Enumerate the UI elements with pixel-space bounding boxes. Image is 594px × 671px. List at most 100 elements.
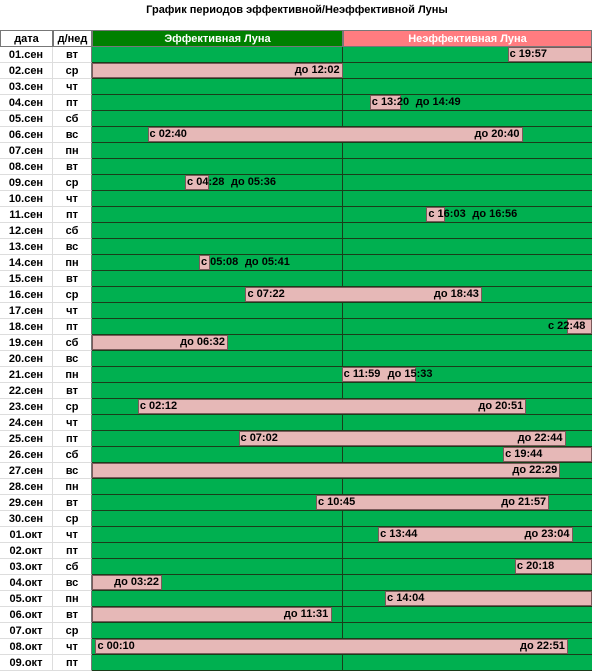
- weekday-cell[interactable]: вс: [53, 575, 92, 591]
- date-cell[interactable]: 06.сен: [0, 127, 53, 143]
- ineffective-period-bar[interactable]: [567, 319, 592, 334]
- weekday-cell[interactable]: пн: [53, 143, 92, 159]
- date-cell[interactable]: 15.сен: [0, 271, 53, 287]
- ineffective-period-bar[interactable]: [315, 495, 550, 510]
- date-cell[interactable]: 05.сен: [0, 111, 53, 127]
- date-cell[interactable]: 29.сен: [0, 495, 53, 511]
- weekday-cell[interactable]: пт: [53, 95, 92, 111]
- weekday-cell[interactable]: пт: [53, 655, 92, 671]
- date-cell[interactable]: 02.сен: [0, 63, 53, 79]
- weekday-cell[interactable]: чт: [53, 303, 92, 319]
- ineffective-period-bar[interactable]: [514, 559, 592, 574]
- date-cell[interactable]: 18.сен: [0, 319, 53, 335]
- date-cell[interactable]: 25.сен: [0, 431, 53, 447]
- weekday-cell[interactable]: пт: [53, 543, 92, 559]
- date-cell[interactable]: 09.окт: [0, 655, 53, 671]
- weekday-cell[interactable]: сб: [53, 335, 92, 351]
- ineffective-period-bar[interactable]: [341, 367, 416, 382]
- weekday-cell[interactable]: сб: [53, 447, 92, 463]
- date-cell[interactable]: 02.окт: [0, 543, 53, 559]
- date-cell[interactable]: 06.окт: [0, 607, 53, 623]
- weekday-cell[interactable]: ср: [53, 623, 92, 639]
- header-date[interactable]: дата: [0, 30, 53, 47]
- weekday-cell[interactable]: вс: [53, 239, 92, 255]
- date-cell[interactable]: 19.сен: [0, 335, 53, 351]
- weekday-cell[interactable]: пт: [53, 207, 92, 223]
- ineffective-period-bar[interactable]: [507, 47, 592, 62]
- date-cell[interactable]: 14.сен: [0, 255, 53, 271]
- date-cell[interactable]: 07.окт: [0, 623, 53, 639]
- weekday-cell[interactable]: ср: [53, 511, 92, 527]
- weekday-cell[interactable]: вт: [53, 47, 92, 63]
- date-cell[interactable]: 04.сен: [0, 95, 53, 111]
- date-cell[interactable]: 20.сен: [0, 351, 53, 367]
- date-cell[interactable]: 28.сен: [0, 479, 53, 495]
- weekday-cell[interactable]: пн: [53, 591, 92, 607]
- date-cell[interactable]: 07.сен: [0, 143, 53, 159]
- date-cell[interactable]: 10.сен: [0, 191, 53, 207]
- date-cell[interactable]: 27.сен: [0, 463, 53, 479]
- ineffective-period-bar[interactable]: [147, 127, 523, 142]
- weekday-cell[interactable]: чт: [53, 191, 92, 207]
- weekday-cell[interactable]: сб: [53, 111, 92, 127]
- weekday-cell[interactable]: вс: [53, 127, 92, 143]
- ineffective-period-bar[interactable]: [378, 527, 573, 542]
- date-cell[interactable]: 30.сен: [0, 511, 53, 527]
- ineffective-period-bar[interactable]: [92, 335, 229, 350]
- date-cell[interactable]: 12.сен: [0, 223, 53, 239]
- weekday-cell[interactable]: вт: [53, 271, 92, 287]
- weekday-cell[interactable]: сб: [53, 559, 92, 575]
- ineffective-period-bar[interactable]: [92, 463, 561, 478]
- weekday-cell[interactable]: ср: [53, 63, 92, 79]
- weekday-cell[interactable]: вт: [53, 159, 92, 175]
- weekday-cell[interactable]: вт: [53, 495, 92, 511]
- weekday-cell[interactable]: ср: [53, 287, 92, 303]
- weekday-cell[interactable]: чт: [53, 527, 92, 543]
- ineffective-period-bar[interactable]: [245, 287, 482, 302]
- date-cell[interactable]: 03.сен: [0, 79, 53, 95]
- weekday-cell[interactable]: чт: [53, 79, 92, 95]
- weekday-cell[interactable]: вт: [53, 607, 92, 623]
- ineffective-period-bar[interactable]: [385, 591, 592, 606]
- weekday-cell[interactable]: чт: [53, 415, 92, 431]
- date-cell[interactable]: 01.окт: [0, 527, 53, 543]
- date-cell[interactable]: 21.сен: [0, 367, 53, 383]
- header-effective-moon[interactable]: Эффективная Луна: [92, 30, 343, 47]
- date-cell[interactable]: 13.сен: [0, 239, 53, 255]
- weekday-cell[interactable]: чт: [53, 639, 92, 655]
- date-cell[interactable]: 24.сен: [0, 415, 53, 431]
- header-ineffective-moon[interactable]: Неэффективная Луна: [343, 30, 592, 47]
- weekday-cell[interactable]: ср: [53, 399, 92, 415]
- ineffective-period-bar[interactable]: [185, 175, 209, 190]
- weekday-cell[interactable]: пн: [53, 367, 92, 383]
- weekday-cell[interactable]: ср: [53, 175, 92, 191]
- date-cell[interactable]: 05.окт: [0, 591, 53, 607]
- date-cell[interactable]: 11.сен: [0, 207, 53, 223]
- header-weekday[interactable]: д/нед: [53, 30, 92, 47]
- weekday-cell[interactable]: сб: [53, 223, 92, 239]
- ineffective-period-bar[interactable]: [238, 431, 566, 446]
- weekday-cell[interactable]: вс: [53, 351, 92, 367]
- ineffective-period-bar[interactable]: [92, 575, 163, 590]
- date-cell[interactable]: 01.сен: [0, 47, 53, 63]
- ineffective-period-bar[interactable]: [503, 447, 592, 462]
- weekday-cell[interactable]: пт: [53, 319, 92, 335]
- ineffective-period-bar[interactable]: [92, 607, 332, 622]
- date-cell[interactable]: 23.сен: [0, 399, 53, 415]
- ineffective-period-bar[interactable]: [426, 207, 445, 222]
- date-cell[interactable]: 08.окт: [0, 639, 53, 655]
- date-cell[interactable]: 22.сен: [0, 383, 53, 399]
- date-cell[interactable]: 08.сен: [0, 159, 53, 175]
- date-cell[interactable]: 03.окт: [0, 559, 53, 575]
- weekday-cell[interactable]: пн: [53, 479, 92, 495]
- weekday-cell[interactable]: вс: [53, 463, 92, 479]
- date-cell[interactable]: 17.сен: [0, 303, 53, 319]
- weekday-cell[interactable]: пт: [53, 431, 92, 447]
- weekday-cell[interactable]: вт: [53, 383, 92, 399]
- date-cell[interactable]: 09.сен: [0, 175, 53, 191]
- ineffective-period-bar[interactable]: [137, 399, 527, 414]
- date-cell[interactable]: 26.сен: [0, 447, 53, 463]
- ineffective-period-bar[interactable]: [198, 255, 211, 270]
- weekday-cell[interactable]: пн: [53, 255, 92, 271]
- date-cell[interactable]: 16.сен: [0, 287, 53, 303]
